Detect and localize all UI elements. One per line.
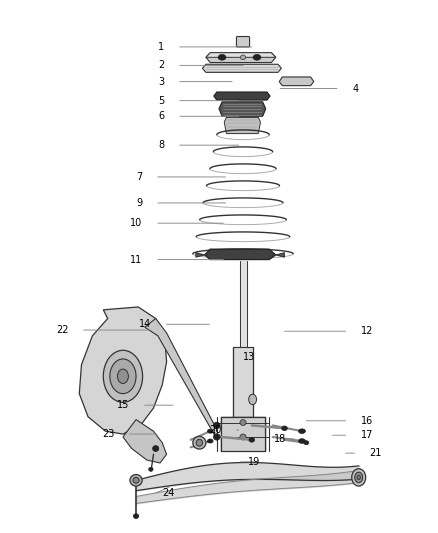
Text: 1: 1	[158, 42, 164, 52]
Ellipse shape	[249, 394, 257, 405]
Text: 19: 19	[248, 457, 260, 467]
Ellipse shape	[133, 478, 139, 483]
Text: 8: 8	[158, 140, 164, 150]
Polygon shape	[145, 319, 215, 435]
Ellipse shape	[249, 438, 254, 442]
Text: 24: 24	[162, 488, 175, 498]
Ellipse shape	[214, 422, 220, 429]
Ellipse shape	[152, 446, 159, 451]
Text: 21: 21	[370, 448, 382, 458]
Text: 18: 18	[274, 434, 286, 443]
Ellipse shape	[117, 369, 128, 384]
Text: 13: 13	[243, 352, 255, 362]
Ellipse shape	[253, 54, 261, 60]
Text: 16: 16	[361, 416, 373, 426]
Text: 6: 6	[158, 111, 164, 122]
Ellipse shape	[304, 441, 309, 445]
Polygon shape	[219, 102, 266, 116]
Text: 12: 12	[361, 326, 373, 336]
Polygon shape	[205, 249, 276, 260]
Ellipse shape	[130, 474, 142, 486]
Text: 14: 14	[139, 319, 151, 329]
Ellipse shape	[240, 55, 246, 60]
Ellipse shape	[208, 429, 213, 433]
Text: 22: 22	[56, 325, 68, 335]
Ellipse shape	[208, 439, 213, 443]
Ellipse shape	[298, 429, 305, 433]
FancyBboxPatch shape	[237, 37, 250, 47]
Polygon shape	[221, 417, 265, 451]
Ellipse shape	[214, 434, 220, 440]
Ellipse shape	[282, 426, 287, 431]
Ellipse shape	[103, 350, 143, 402]
Text: 23: 23	[102, 429, 114, 439]
Text: 17: 17	[361, 430, 373, 440]
Polygon shape	[79, 307, 166, 434]
Ellipse shape	[352, 469, 366, 486]
Text: 10: 10	[131, 218, 143, 228]
Text: 2: 2	[158, 60, 164, 70]
Polygon shape	[224, 117, 261, 134]
Polygon shape	[276, 253, 285, 257]
Polygon shape	[123, 419, 166, 463]
Text: 7: 7	[136, 172, 143, 182]
Text: 11: 11	[131, 255, 143, 264]
Polygon shape	[202, 64, 282, 72]
Ellipse shape	[355, 472, 363, 482]
Text: 5: 5	[158, 95, 164, 106]
Polygon shape	[196, 253, 205, 257]
Text: 15: 15	[117, 400, 130, 410]
Ellipse shape	[196, 439, 203, 446]
Ellipse shape	[149, 467, 153, 471]
Text: 3: 3	[158, 77, 164, 86]
Ellipse shape	[357, 475, 360, 480]
Ellipse shape	[134, 514, 139, 519]
Polygon shape	[279, 77, 314, 86]
Ellipse shape	[298, 439, 305, 443]
Ellipse shape	[240, 434, 246, 440]
Ellipse shape	[193, 437, 206, 449]
Text: 4: 4	[352, 84, 358, 93]
Ellipse shape	[218, 54, 226, 60]
Polygon shape	[206, 53, 276, 62]
Ellipse shape	[240, 419, 246, 425]
Text: 20: 20	[209, 425, 221, 435]
Polygon shape	[214, 92, 270, 100]
Polygon shape	[206, 53, 276, 58]
Text: 9: 9	[137, 198, 143, 208]
Ellipse shape	[110, 359, 136, 394]
